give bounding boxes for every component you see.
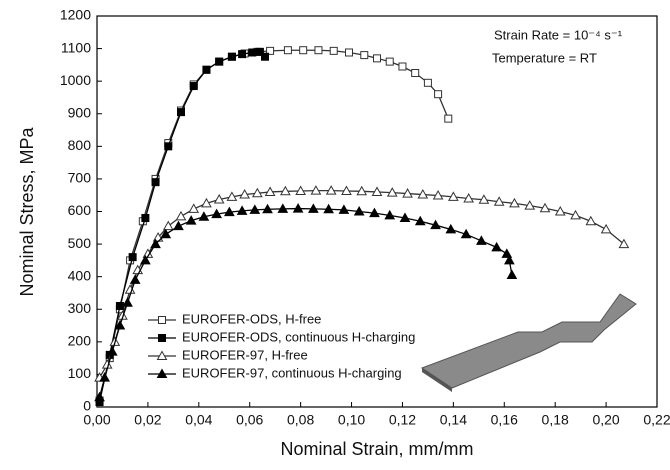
marker <box>216 58 223 65</box>
marker <box>507 271 516 279</box>
marker <box>123 298 132 306</box>
marker <box>477 236 486 244</box>
legend-label: EUROFER-97, continuous H-charging <box>182 365 402 380</box>
marker <box>374 55 381 62</box>
marker <box>178 109 185 116</box>
legend-label: EUROFER-ODS, continuous H-charging <box>182 329 415 344</box>
page: Nominal Strain, mm/mm Nominal Stress, MP… <box>0 0 670 470</box>
x-tick-label: 0,00 <box>83 412 110 428</box>
x-axis-label: Nominal Strain, mm/mm <box>280 439 473 459</box>
marker <box>203 66 210 73</box>
y-axis-label: Nominal Stress, MPa <box>17 126 37 296</box>
x-tick-label: 0,12 <box>389 412 416 428</box>
marker <box>164 222 173 230</box>
marker <box>399 63 406 70</box>
marker <box>131 275 140 283</box>
marker <box>165 143 172 150</box>
legend-label: EUROFER-97, H-free <box>182 347 308 362</box>
x-tick-label: 0,10 <box>338 412 365 428</box>
annotation: Strain Rate = 10⁻⁴ s⁻¹ <box>494 27 623 42</box>
x-tick-label: 0,20 <box>592 412 619 428</box>
marker <box>262 53 269 60</box>
marker <box>152 179 159 186</box>
marker <box>177 212 186 220</box>
legend-marker <box>159 335 166 342</box>
y-tick-label: 200 <box>68 333 92 349</box>
marker <box>602 225 611 233</box>
marker <box>284 47 291 54</box>
marker <box>116 302 123 309</box>
y-tick-label: 1000 <box>60 72 91 88</box>
marker <box>189 204 198 212</box>
marker <box>492 243 501 251</box>
marker <box>445 115 452 122</box>
x-tick-label: 0,16 <box>491 412 518 428</box>
y-tick-label: 1200 <box>60 7 91 23</box>
marker <box>315 47 322 54</box>
y-tick-label: 700 <box>68 170 92 186</box>
y-tick-label: 300 <box>68 300 92 316</box>
y-tick-label: 1100 <box>61 39 91 55</box>
specimen-illustration <box>422 294 636 392</box>
marker <box>161 230 170 238</box>
marker <box>190 83 197 90</box>
y-tick-label: 500 <box>68 235 92 251</box>
marker <box>330 47 337 54</box>
marker <box>346 49 353 56</box>
marker <box>142 215 149 222</box>
x-tick-label: 0,04 <box>185 412 212 428</box>
y-tick-label: 900 <box>68 104 92 120</box>
x-tick-label: 0,06 <box>236 412 263 428</box>
marker <box>386 58 393 65</box>
marker <box>129 254 136 261</box>
marker <box>435 91 442 98</box>
x-tick-label: 0,02 <box>134 412 161 428</box>
marker <box>249 49 256 56</box>
y-tick-label: 100 <box>68 365 92 381</box>
x-tick-label: 0,22 <box>643 412 670 428</box>
y-tick-label: 800 <box>68 137 92 153</box>
y-tick-label: 400 <box>68 267 92 283</box>
marker <box>228 53 235 60</box>
legend-label: EUROFER-ODS, H-free <box>182 311 321 326</box>
y-tick-label: 600 <box>68 202 92 218</box>
marker <box>239 51 246 58</box>
legend-marker <box>159 317 166 324</box>
x-tick-label: 0,08 <box>287 412 314 428</box>
marker <box>300 47 307 54</box>
annotation: Temperature = RT <box>492 50 597 65</box>
marker <box>174 222 183 230</box>
chart: Nominal Strain, mm/mm Nominal Stress, MP… <box>0 0 670 465</box>
marker <box>424 79 431 86</box>
marker <box>412 70 419 77</box>
marker <box>361 52 368 59</box>
marker <box>586 217 595 225</box>
x-tick-label: 0,18 <box>542 412 569 428</box>
x-tick-label: 0,14 <box>440 412 467 428</box>
